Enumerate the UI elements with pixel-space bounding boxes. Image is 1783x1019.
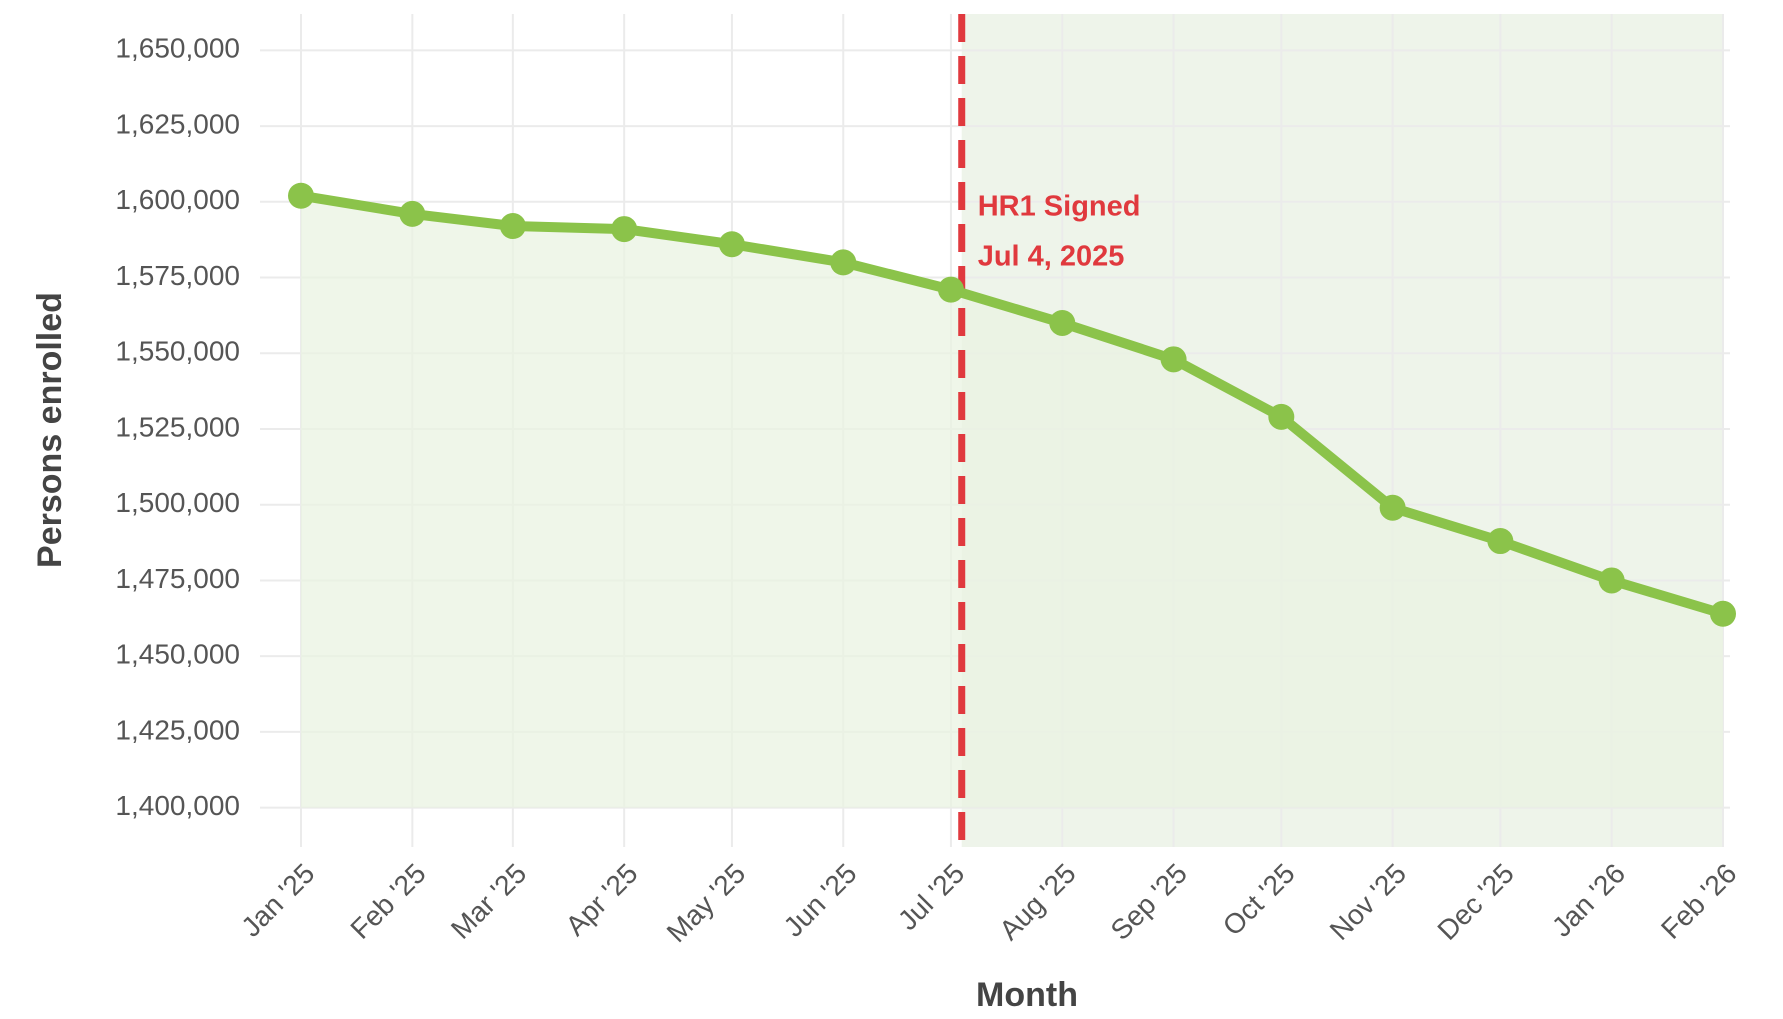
point <box>499 213 526 240</box>
area <box>301 195 1723 808</box>
x-tick-label: May '25 <box>661 858 752 949</box>
x-tick-label: Dec '25 <box>1431 858 1519 946</box>
point <box>399 200 426 227</box>
point <box>937 276 964 303</box>
event-label: HR1 Signed <box>978 191 1141 223</box>
y-tick-label: 1,525,000 <box>115 411 240 442</box>
x-tick-label: Aug '25 <box>993 858 1081 946</box>
y-tick-label: 1,550,000 <box>115 336 240 367</box>
point <box>1598 567 1625 594</box>
x-tick-label: Sep '25 <box>1105 858 1193 946</box>
point <box>830 249 857 276</box>
x-tick-label: Oct '25 <box>1217 858 1301 942</box>
y-axis-title: Persons enrolled <box>31 292 69 568</box>
y-tick-label: 1,450,000 <box>115 639 240 670</box>
x-tick-label: Feb '26 <box>1655 858 1742 945</box>
x-tick-label: Jun '25 <box>778 858 863 943</box>
x-axis-title: Month <box>976 976 1078 1014</box>
line <box>300 190 1725 619</box>
event-date-label: Jul 4, 2025 <box>978 241 1125 273</box>
point <box>718 231 745 258</box>
point <box>611 216 638 243</box>
point <box>1049 309 1076 336</box>
point <box>1487 528 1514 555</box>
point <box>1379 494 1406 521</box>
x-tick-label: Mar '25 <box>445 858 532 945</box>
x-tick-label: Apr '25 <box>560 858 644 942</box>
x-tick-label: Jul '25 <box>892 858 971 937</box>
y-tick-label: 1,625,000 <box>115 108 240 139</box>
x-tick-label: Nov '25 <box>1324 858 1412 946</box>
y-tick-label: 1,400,000 <box>115 790 240 821</box>
x-tick-label: Jan '26 <box>1546 858 1631 943</box>
y-tick-label: 1,475,000 <box>115 563 240 594</box>
y-tick-label: 1,600,000 <box>115 184 240 215</box>
y-tick-label: 1,650,000 <box>115 33 240 64</box>
y-tick-label: 1,500,000 <box>115 487 240 518</box>
x-tick-label: Feb '25 <box>344 858 431 945</box>
point <box>1268 403 1295 430</box>
x-tick-label: Jan '25 <box>235 858 320 943</box>
point <box>1710 600 1736 627</box>
point <box>288 182 314 209</box>
y-tick-label: 1,575,000 <box>115 260 240 291</box>
point <box>1160 346 1187 373</box>
y-tick-label: 1,425,000 <box>115 714 240 745</box>
